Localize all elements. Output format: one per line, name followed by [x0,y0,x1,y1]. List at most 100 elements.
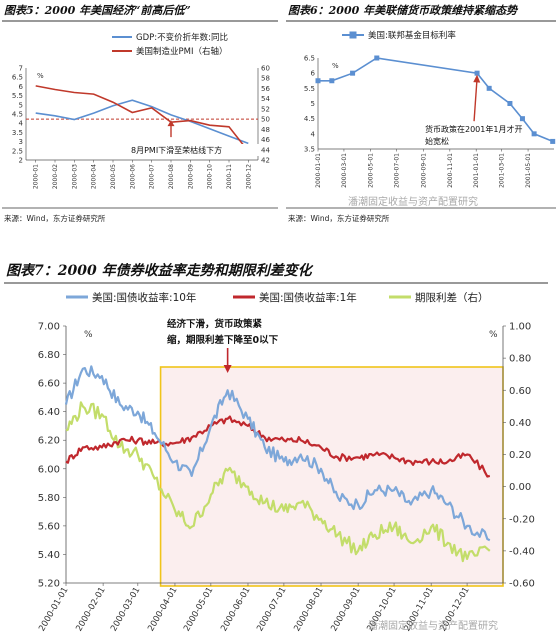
right-tick-label: 44 [261,146,270,154]
right-tick-label: 0.60 [509,386,531,397]
watermark-top: 潘潮固定收益与资产配置研究 [348,195,478,208]
data-point-marker [550,138,556,144]
left-tick-label: 4.5 [12,111,23,119]
left-tick-label: 3.5 [12,129,23,137]
annotation-arrow-head [473,74,481,83]
highlight-period-box [159,366,504,587]
x-tick-label: 2000-07 [149,164,156,189]
data-point-marker [315,78,321,84]
x-tick-label: 2000-05-01 [182,586,215,634]
data-point-marker [474,70,480,76]
x-tick-label: 2000-07-01 [394,153,401,188]
left-tick-label: 6.60 [38,379,60,390]
figure-7: 图表7：2000 年债券收益率走势和期限利差变化 美国:国债收益率:10年 美国… [4,262,548,633]
series-line-pmi [35,85,249,152]
watermark-bottom: 潘潮固定收益与资产配置研究 [368,619,498,632]
figure-5-annotation: 8月PMI下滑至荣枯线下方 [129,144,259,156]
figure-7-right-unit: % [489,330,498,340]
data-point-marker [374,55,380,61]
left-tick-label: 5.20 [38,579,60,590]
annotation-text-line-1: 货币政策在2001年1月才开 [425,124,522,134]
right-tick-label: 56 [261,85,270,93]
x-tick-label: 2000-09 [187,164,194,189]
x-tick-label: 2000-10 [207,164,214,189]
series-line-fed-rate [318,57,554,143]
figure-7-annotation: 经济下滑，货币政策紧 缩，期限利差下降至0以下 [167,318,279,346]
right-tick-label: 0.00 [509,482,531,493]
left-tick-label: 7 [19,65,23,73]
right-tick-label: 0.20 [509,450,531,461]
annotation-arrow-head [167,120,175,127]
figure-5-left-unit: % [37,72,44,80]
series-line-1y [65,415,491,478]
left-tick-label: 2.5 [12,147,23,155]
left-tick-label: 7.00 [38,322,60,333]
right-tick-label: 48 [261,126,270,134]
annotation-text-line-2: 始宽松 [425,136,449,146]
left-tick-label: 6.20 [38,436,60,447]
x-tick-label: 2000-06-01 [219,586,252,634]
left-tick-label: 4 [311,130,316,138]
figure-6-source: 来源：Wind，东方证券研究所 [288,213,390,223]
left-tick-label: 4.5 [304,115,315,123]
x-tick-label: 2000-07-01 [255,586,288,634]
left-tick-label: 5.5 [304,85,315,93]
x-tick-label: 2000-05 [110,164,117,189]
right-tick-label: -0.20 [509,514,535,525]
data-point-marker [486,85,492,91]
left-tick-label: 5 [311,100,315,108]
x-tick-label: 2000-02 [52,164,59,189]
data-point-marker [507,101,513,106]
right-tick-label: 52 [261,105,270,113]
annotation-line-2: 缩，期限利差下降至0以下 [167,334,279,346]
data-point-marker [519,116,525,122]
left-tick-label: 6.40 [38,407,60,418]
legend-label-1y: 美国:国债收益率:1年 [259,291,357,304]
legend-label-pmi: 美国制造业PMI（右轴） [136,46,227,57]
figure-5-source: 来源：Wind，东方证券研究所 [4,213,106,223]
left-tick-label: 4 [19,120,24,128]
legend-marker-fed-rate [349,31,357,39]
series-line-spread [65,401,491,563]
annotation-arrow-head [223,365,232,373]
left-tick-label: 5.60 [38,521,60,532]
left-tick-label: 6.5 [304,55,315,63]
left-tick-label: 6 [311,70,316,78]
figure-7-left-unit: % [84,330,93,340]
x-tick-label: 2000-08 [168,164,175,189]
annotation-text: 8月PMI下滑至荣枯线下方 [131,145,222,155]
x-tick-label: 2000-09-01 [420,153,427,188]
x-tick-label: 2001-01-01 [473,153,480,188]
annotation-arrow-shaft [473,78,478,122]
right-tick-label: 0.40 [509,418,531,429]
left-tick-label: 6.5 [12,74,23,82]
x-tick-label: 2001-05-01 [525,153,532,188]
left-tick-label: 5.80 [38,493,60,504]
left-tick-label: 3.5 [304,146,315,154]
x-tick-label: 2000-01-01 [37,586,70,634]
figure-6-title: 图表6：2000 年美联储货币政策维持紧缩态势 [288,4,519,17]
figure-7-plot: 5.20 5.40 5.60 5.80 6.00 6.20 6.40 6.60 6.80 7.00… [37,322,535,634]
figure-5-plot: 2 2.533.544.5 55.566.57 42 44 46 48 50 52 54 56 58 6… [12,65,271,190]
left-tick-label: 6 [19,83,24,91]
data-point-marker [531,131,537,137]
left-tick-label: 3 [19,138,23,146]
x-tick-label: 2000-02-01 [74,586,107,634]
figure-5-title: 图表5：2000 年美国经济“前高后低” [4,4,191,17]
left-tick-label: 2 [19,157,23,165]
x-tick-label: 2000-04 [91,164,98,189]
annotation-line-1: 经济下滑，货币政策紧 [167,318,263,330]
x-tick-label: 2000-11 [226,164,233,189]
figure-5-legend: GDP:不变价折年数:同比 美国制造业PMI（右轴） [112,32,228,57]
x-tick-label: 2000-03 [71,164,78,189]
figure-5: 图表5：2000 年美国经济“前高后低” 来源：Wind，东方证券研究所 GDP… [2,4,278,223]
right-tick-label: 1.00 [509,322,531,333]
right-tick-label: 60 [261,65,270,73]
data-point-marker [329,78,335,84]
data-point-marker [350,70,356,76]
x-tick-label: 2000-04-01 [146,586,179,634]
legend-label-spread: 期限利差（右） [415,291,489,304]
series-line-10y [64,365,491,542]
right-tick-label: -0.40 [509,546,535,557]
